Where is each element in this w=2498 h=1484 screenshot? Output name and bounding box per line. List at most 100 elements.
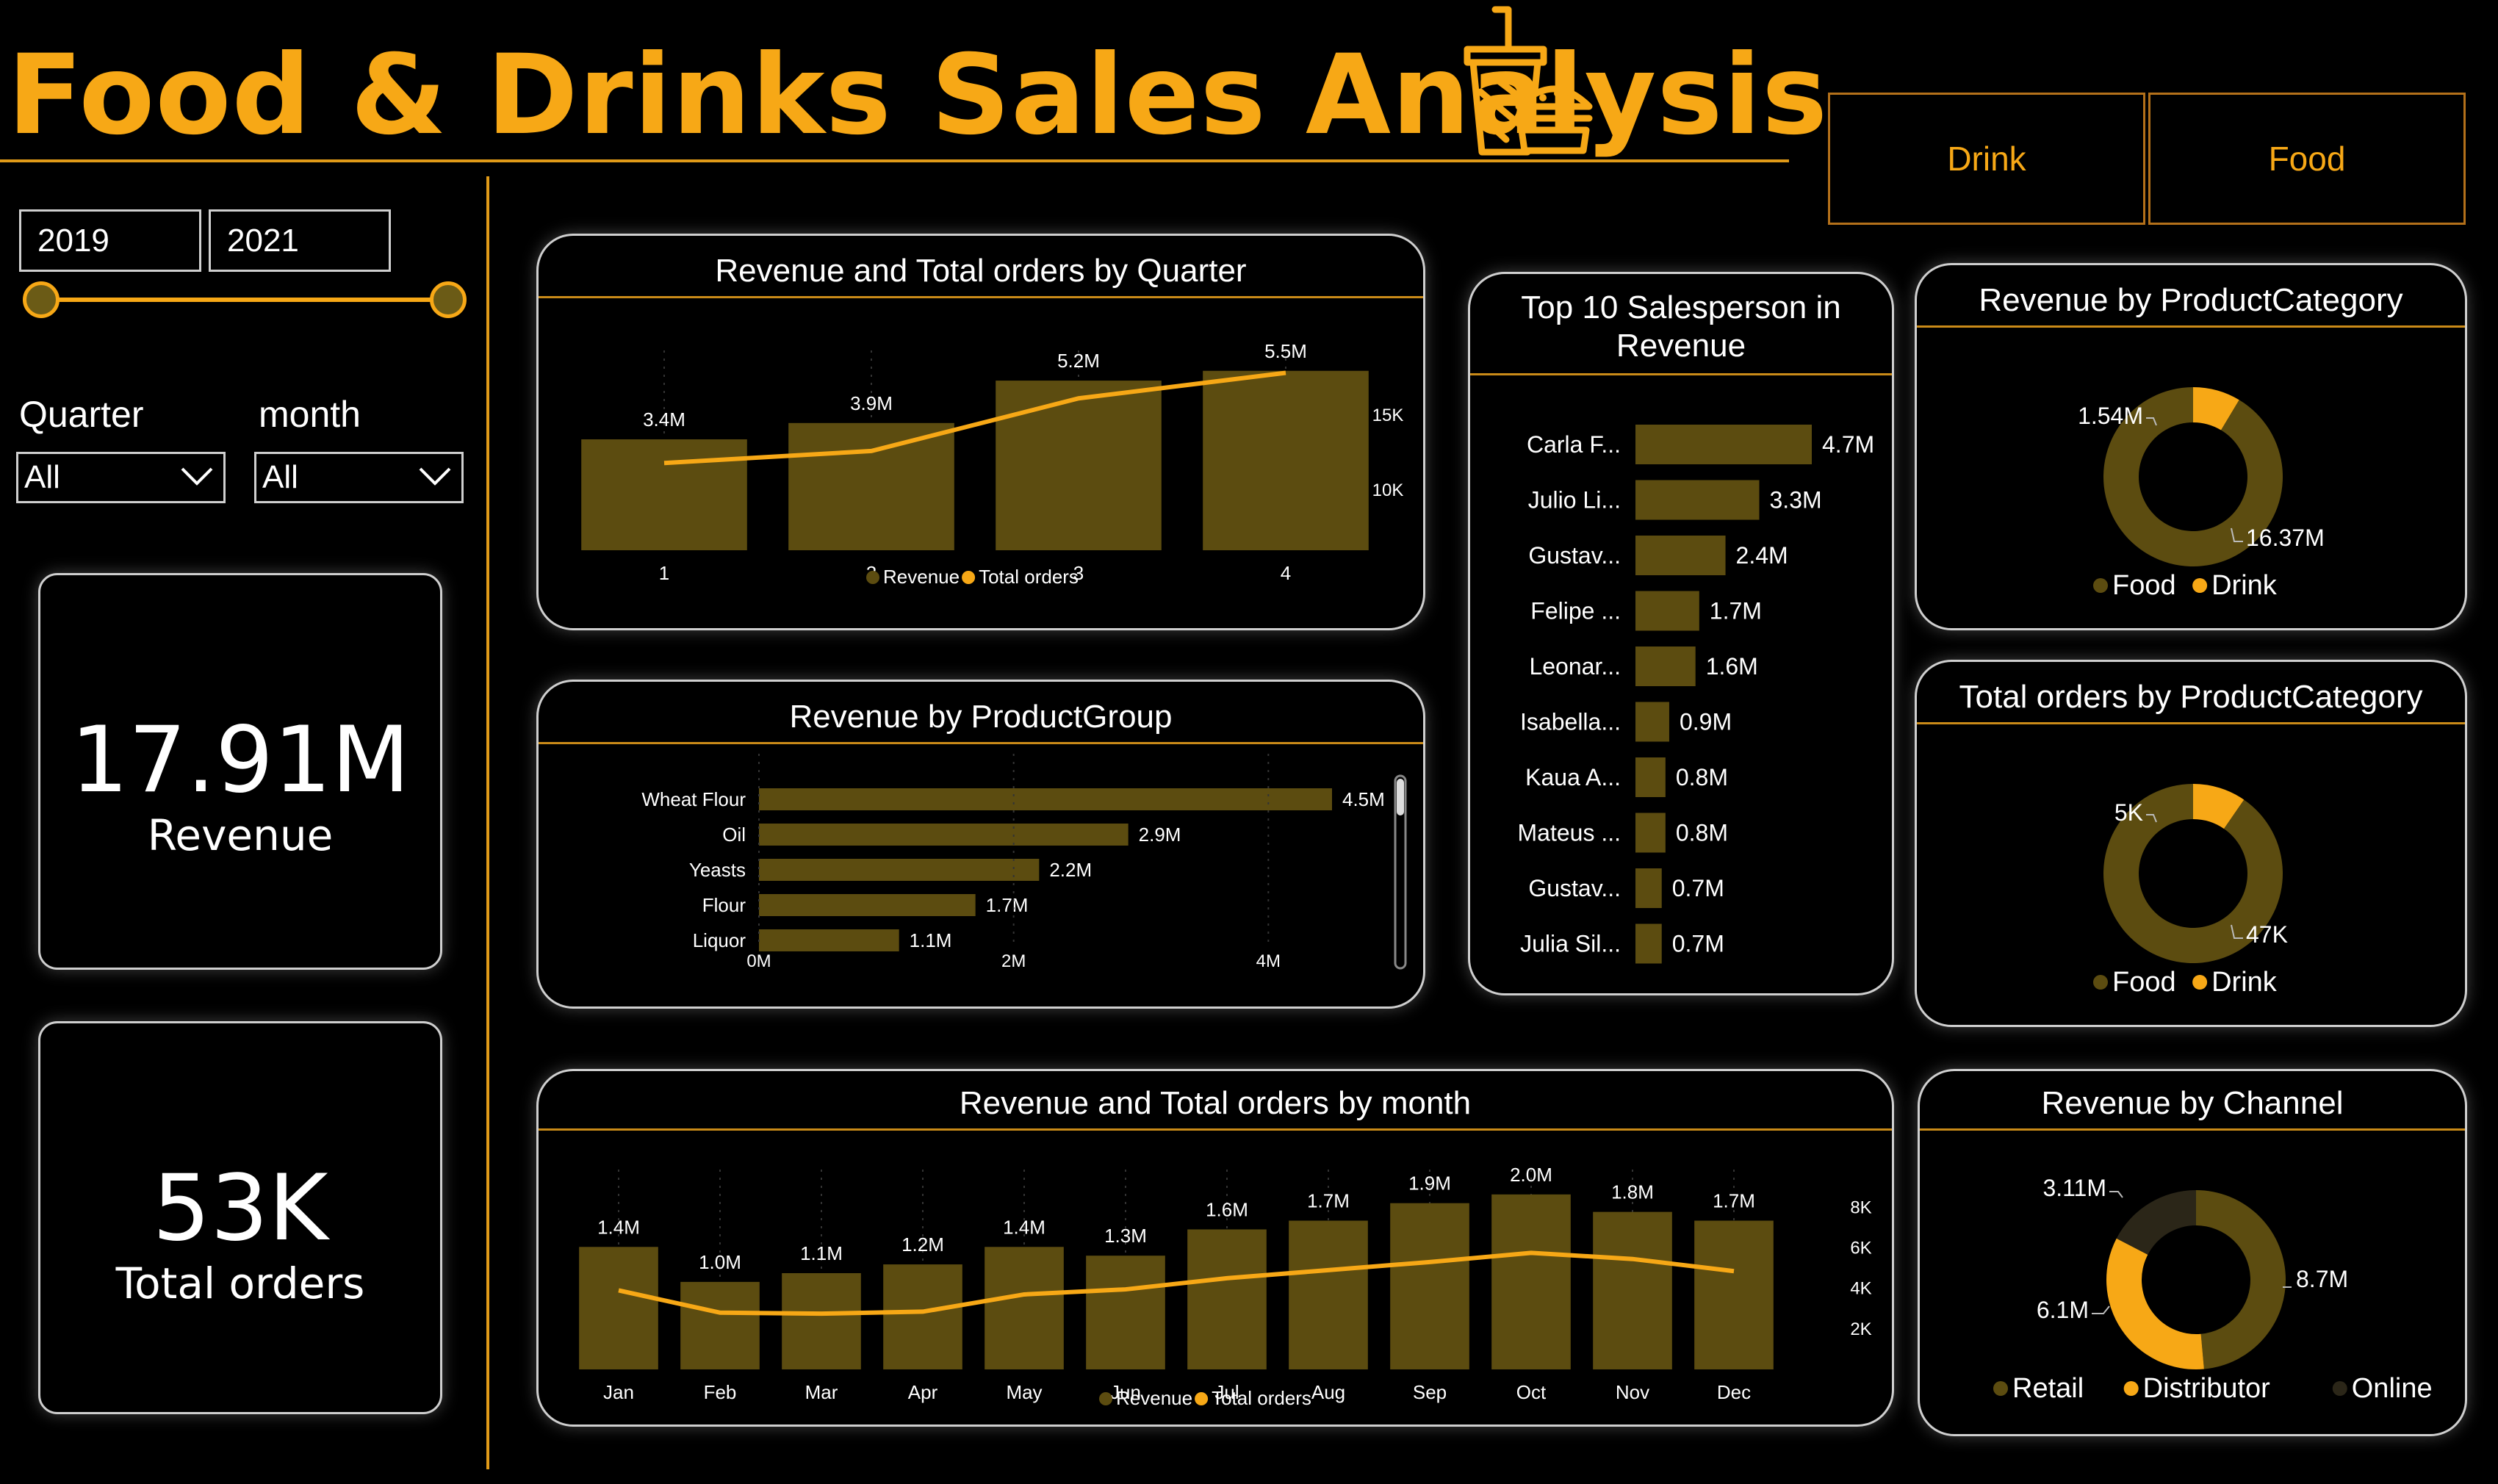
bar — [759, 824, 1129, 846]
y2-tick-label: 4K — [1850, 1279, 1871, 1299]
bar — [1390, 1203, 1469, 1369]
chevron-down-icon — [181, 467, 213, 486]
orders-category-title: Total orders by ProductCategory — [1959, 679, 2423, 715]
quarter-dropdown[interactable]: All — [16, 452, 226, 503]
category-label: Carla F... — [1527, 431, 1621, 458]
data-label: 1.2M — [901, 1233, 944, 1256]
data-label: 4.7M — [1822, 431, 1874, 458]
orders-line — [663, 370, 1286, 466]
data-label: 5.5M — [1264, 340, 1307, 362]
legend-label: Drink — [2211, 967, 2278, 998]
donut-slice — [2106, 1238, 2204, 1369]
y2-tick-label: 8K — [1850, 1197, 1871, 1217]
productgroup-chart-card: Revenue by ProductGroup Wheat Flour 4.5M O… — [536, 680, 1425, 1009]
category-label: Julio Li... — [1528, 487, 1621, 514]
title-underline — [0, 159, 1789, 162]
bar — [1635, 868, 1662, 908]
x-tick-label: Apr — [908, 1381, 938, 1403]
month-chart-card: Revenue and Total orders by month 1.4M Ja… — [536, 1069, 1894, 1427]
year-end-input[interactable]: 2021 — [209, 209, 391, 272]
slice-label: 8.7M — [2296, 1266, 2348, 1292]
channel-donut: 3.11M 8.7M 6.1M Retail Distributor Online — [1993, 1175, 2433, 1404]
slice-label: 5K — [2114, 799, 2143, 826]
rev-category-donut: 1.54M 16.37M Food Drink — [2078, 387, 2325, 601]
legend-label: Food — [2112, 570, 2176, 601]
legend-swatch — [1195, 1392, 1209, 1405]
data-label: 1.6M — [1706, 653, 1758, 680]
bar — [759, 788, 1332, 810]
data-label: 1.1M — [800, 1242, 843, 1264]
salesperson-chart-title: Top 10 Salesperson in Revenue — [1521, 289, 1841, 364]
sidebar-divider — [486, 176, 489, 1469]
x-tick-label: Dec — [1717, 1381, 1751, 1403]
bar — [680, 1281, 760, 1369]
data-label: 1.7M — [1713, 1190, 1755, 1212]
leader-line — [2146, 814, 2157, 823]
data-label: 0.8M — [1676, 820, 1728, 846]
bar — [1086, 1256, 1165, 1369]
legend-label: Online — [2352, 1373, 2433, 1404]
data-label: 3.9M — [850, 392, 893, 414]
y2-tick-label: 2K — [1850, 1319, 1871, 1339]
bar — [1635, 425, 1812, 464]
x-tick-label: 4M — [1256, 951, 1281, 971]
revenue-kpi-card: 17.91M Revenue — [38, 573, 442, 970]
category-label: Kaua A... — [1525, 764, 1621, 790]
y2-tick-label: 6K — [1850, 1239, 1871, 1258]
category-label: Wheat Flour — [641, 788, 746, 810]
data-label: 0.7M — [1672, 931, 1724, 957]
leader-line — [2146, 417, 2157, 426]
month-chart: 1.4M Jan 1.0M Feb 1.1M Mar 1.2M Apr 1.4M May 1.3M J… — [579, 1164, 1872, 1409]
year-slider-end-handle[interactable] — [430, 281, 467, 318]
legend-swatch — [2192, 975, 2208, 990]
month-dropdown[interactable]: All — [254, 452, 464, 503]
x-tick-label: Feb — [704, 1381, 737, 1403]
rev-category-card: Revenue by ProductCategory 1.54M 16.37M Fo… — [1915, 263, 2467, 630]
bar — [1635, 591, 1699, 631]
x-tick-label: 1 — [659, 562, 669, 584]
orders-category-card: Total orders by ProductCategory 5K 47K Foo… — [1915, 660, 2467, 1027]
bar — [759, 894, 976, 916]
channel-title: Revenue by Channel — [2041, 1085, 2344, 1121]
year-start-input[interactable]: 2019 — [19, 209, 201, 272]
orders-category-donut: 5K 47K Food Drink — [2093, 784, 2288, 998]
food-drink-icon — [1464, 6, 1593, 156]
legend-swatch — [866, 571, 879, 584]
data-label: 2.2M — [1049, 859, 1092, 881]
legend-swatch — [2123, 1381, 2139, 1396]
donut-slice — [2193, 387, 2239, 431]
year-slider-start-handle[interactable] — [23, 281, 60, 318]
data-label: 1.6M — [1206, 1198, 1248, 1220]
rev-category-title: Revenue by ProductCategory — [1979, 282, 2403, 318]
category-label: Liquor — [693, 929, 746, 951]
x-tick-label: Aug — [1311, 1381, 1345, 1403]
y2-tick-label: 10K — [1372, 480, 1404, 500]
bar — [1635, 536, 1726, 575]
productgroup-chart-title: Revenue by ProductGroup — [789, 699, 1173, 735]
category-label: Oil — [722, 824, 746, 846]
x-tick-label: Jan — [603, 1381, 634, 1403]
data-label: 3.4M — [643, 408, 685, 431]
month-dropdown-value: All — [262, 459, 298, 495]
bar — [581, 439, 747, 550]
legend-swatch — [2192, 578, 2208, 593]
year-slider-track[interactable] — [41, 298, 450, 302]
scrollbar — [1394, 774, 1407, 970]
legend-swatch — [1099, 1392, 1112, 1405]
bar — [788, 422, 954, 550]
leader-line — [2109, 1191, 2123, 1198]
slice-label: 3.11M — [2042, 1175, 2106, 1201]
category-label: Gustav... — [1528, 875, 1621, 901]
salesperson-chart: Carla F... 4.7M Julio Li... 3.3M Gustav... 2.… — [1518, 425, 1874, 964]
category-label: Mateus ... — [1518, 820, 1621, 846]
orders-kpi-card: 53K Total orders — [38, 1021, 442, 1414]
bar — [1635, 480, 1760, 520]
bar — [1635, 757, 1666, 797]
drink-button[interactable]: Drink — [1828, 93, 2145, 225]
x-tick-label: May — [1006, 1381, 1042, 1403]
x-tick-label: 3 — [1073, 562, 1084, 584]
food-button[interactable]: Food — [2148, 93, 2466, 225]
legend-label: Total orders — [979, 566, 1079, 588]
